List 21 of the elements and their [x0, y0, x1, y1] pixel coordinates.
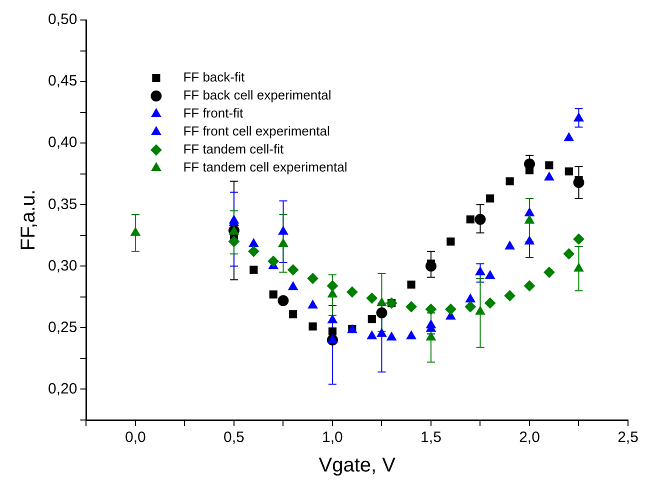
y-tick-label: 0,50: [48, 11, 78, 28]
legend-label: FF front-fit: [183, 106, 244, 121]
y-tick-label: 0,20: [48, 380, 78, 398]
x-axis-title: Vgate, V: [318, 454, 396, 477]
legend-label: FF tandem cell-fit: [183, 142, 284, 157]
legend-label: FF back-fit: [183, 70, 245, 85]
x-tick-label: 1,0: [322, 429, 343, 446]
x-tick-label: 2,0: [519, 429, 540, 446]
x-tick-label: 0,0: [125, 429, 146, 446]
y-tick-label: 0,40: [48, 134, 78, 152]
y-tick-label: 0,45: [48, 72, 78, 90]
x-tick-label: 0,5: [224, 429, 244, 446]
x-tick-label: 1,5: [420, 429, 442, 446]
y-axis-title: FF,a.u.: [18, 189, 40, 251]
legend-label: FF tandem cell experimental: [183, 160, 348, 175]
legend-label: FF back cell experimental: [183, 88, 332, 103]
legend-label: FF front cell experimental: [183, 124, 330, 139]
x-tick-label: 2,5: [618, 429, 638, 446]
y-tick-label: 0,35: [48, 196, 78, 213]
y-tick-label: 0,25: [48, 318, 78, 336]
y-tick-label: 0,30: [48, 257, 78, 274]
